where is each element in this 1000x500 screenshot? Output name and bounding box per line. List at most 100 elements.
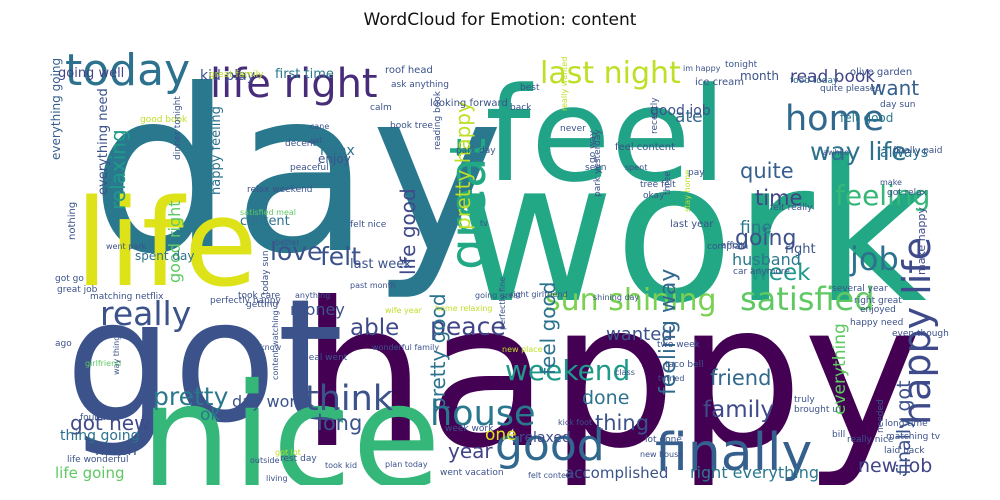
word-lot-done: lot done	[645, 435, 682, 445]
word-everything-going: everything going	[50, 58, 63, 160]
word-thing-going: thing going	[60, 428, 140, 444]
word-felt: felt	[320, 242, 361, 271]
word-never: never	[560, 124, 586, 134]
word-roof-head: roof head	[385, 65, 433, 76]
word-week: week	[750, 260, 811, 286]
word-always: always	[880, 145, 928, 161]
word-ask-anything: ask anything	[391, 80, 449, 90]
word-food-today: food today	[790, 76, 839, 86]
word-first-time: first time	[275, 67, 334, 82]
word-felt-content: felt content	[528, 471, 574, 480]
word-found: found	[80, 413, 106, 423]
word-cane: cane	[310, 122, 329, 131]
word-perfectly-fine: perfectly fine	[498, 277, 507, 330]
word-good-book: good book	[140, 115, 188, 125]
word-day-work: day work	[232, 392, 306, 411]
word-back: back	[510, 103, 532, 113]
word-book-tree: book tree	[390, 121, 433, 131]
word-peace: peace	[430, 312, 506, 341]
word-everything-need: everything need	[96, 88, 111, 195]
word-sun-shining: sun shining	[545, 283, 717, 318]
word-life: life	[75, 175, 258, 314]
word-able: able	[350, 315, 399, 341]
word-girlfriend: girlfriend	[85, 359, 121, 368]
word-im-happy: im happy	[683, 64, 721, 73]
word-matching-tv: matching tv	[886, 432, 941, 442]
word-make: make	[880, 178, 902, 187]
word-meal-went: meal went	[300, 353, 348, 363]
word-wanted: wanted	[606, 324, 673, 345]
word-got-relax: got relax	[887, 188, 928, 198]
word-finally: finally	[655, 423, 812, 483]
word-better: better	[275, 238, 300, 247]
word-truly: truly	[794, 395, 815, 405]
word-life-good: life good	[396, 188, 420, 275]
word-peaceful: peaceful	[290, 163, 329, 173]
word-friend: friend	[710, 366, 771, 390]
word-happy-feeling: happy feeling	[209, 106, 224, 195]
word-living: living	[266, 474, 288, 483]
word-job: job	[849, 240, 899, 278]
word-satisfied-meal: satisfied meal	[240, 208, 296, 217]
word-really-nice: really nice	[847, 435, 894, 445]
word-needed: needed	[876, 399, 886, 433]
word-park-day: park day	[456, 146, 496, 156]
word-rest-day: rest day	[280, 454, 317, 464]
word-day: day	[90, 42, 504, 304]
word-relax-weekend: relax weekend	[247, 185, 313, 195]
word-enjoy: enjoy	[318, 152, 351, 166]
word-long-time: long time	[885, 419, 928, 429]
word-week-work: week work	[445, 424, 494, 434]
word-time: time	[755, 186, 802, 210]
word-today-sun: today sun	[261, 250, 271, 295]
word-husband: husband	[732, 250, 801, 269]
word-recently: recently	[650, 97, 660, 134]
word-perfectly-happy: perfectly happy	[210, 296, 281, 306]
word-going-well: going well	[58, 66, 124, 81]
word-getting: getting	[246, 300, 278, 310]
word-go-way: go way	[588, 130, 598, 163]
word-year: year	[448, 439, 493, 463]
word-felt-really: felt really	[770, 203, 813, 213]
word-took-care: took care	[238, 291, 281, 301]
word-happy: happy	[300, 260, 922, 485]
word-tonight: tonight	[725, 60, 758, 70]
word-wife-year: wife year	[385, 306, 423, 315]
word-way-life: way life	[810, 137, 907, 166]
word-laid-back: laid back	[884, 446, 925, 456]
word-two-week: two week	[657, 340, 701, 350]
word-right-everything: right everything	[690, 463, 819, 482]
word-got: got	[65, 263, 344, 461]
word-home-relaxing: home relaxing	[435, 304, 493, 313]
word-day-sun: day sun	[880, 100, 916, 110]
word-everything: everything	[830, 323, 850, 415]
word-life-right: life right	[210, 61, 378, 107]
word-long: long	[317, 411, 362, 435]
word-make-happy: make happy	[915, 207, 928, 275]
word-three: three	[663, 171, 673, 195]
word-think: think	[305, 379, 394, 419]
word-tree-felt: tree felt	[640, 180, 676, 190]
word-content: content	[240, 214, 290, 229]
word-life-going: life going	[55, 464, 125, 482]
word-happy-need: happy need	[850, 318, 903, 328]
word-accomplished: accomplished	[565, 464, 668, 482]
word-relaxed: relaxed	[519, 430, 571, 446]
word-got-new: got new	[70, 411, 150, 435]
word-great-family: great family	[209, 70, 264, 80]
word-got-go: got go	[55, 274, 84, 284]
word-quite-pleased: quite pleased	[820, 84, 881, 94]
word-went-park: went park	[106, 242, 146, 251]
word-great: great	[439, 138, 497, 270]
word-enjoyed: enjoyed	[860, 305, 896, 315]
word-finally-paid: finally paid	[893, 146, 943, 156]
word-cloud: day work feel happy got nice life today life rig…	[50, 35, 950, 485]
word-decent: decent	[285, 139, 316, 149]
chart-title: WordCloud for Emotion: content	[363, 10, 637, 30]
word-ice-cream: ice cream	[695, 77, 744, 88]
word-really: really	[100, 294, 191, 333]
word-quite: quite	[740, 159, 794, 183]
word-right-great: right great	[854, 296, 902, 306]
word-shining-day: shining day	[593, 293, 639, 302]
